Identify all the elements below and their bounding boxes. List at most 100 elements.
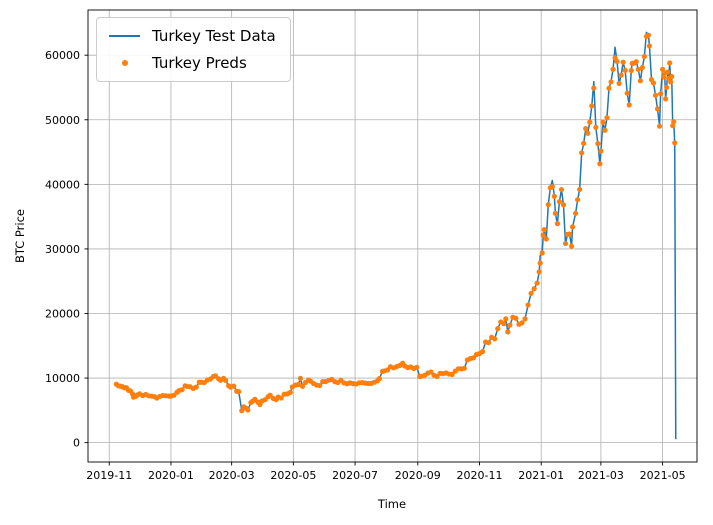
series-dot-pred (245, 407, 251, 413)
series-dot-pred (552, 210, 558, 216)
series-dot-pred (193, 384, 199, 390)
series-dot-pred (597, 161, 603, 167)
series-dot-pred (549, 184, 555, 190)
series-dot-pred (591, 85, 597, 91)
series-dot-pred (503, 316, 509, 322)
series-dot-pred (513, 315, 519, 321)
series-dot-pred (501, 321, 507, 327)
legend-label-preds: Turkey Preds (152, 54, 247, 72)
y-tick-label: 40000 (45, 178, 80, 191)
series-dot-pred (657, 91, 664, 97)
series-dot-pred (299, 383, 306, 389)
series-dot-pred (295, 381, 302, 388)
x-tick-label: 2020-11 (457, 469, 503, 482)
series-dot-pred (633, 59, 639, 65)
series-dot-pred (543, 236, 549, 242)
series-dot-pred (579, 150, 585, 156)
series-dot-pred (581, 140, 587, 146)
series-dot-pred (626, 102, 632, 108)
series-dot-pred (297, 375, 304, 381)
legend-item-test-data: Turkey Test Data (109, 27, 276, 45)
series-dot-pred (525, 302, 531, 308)
series-dot-pred (614, 58, 620, 65)
series-dot-pred (519, 320, 525, 326)
series-dot-pred (566, 231, 573, 237)
legend-item-preds: Turkey Preds (109, 54, 276, 72)
series-dot-pred (622, 67, 628, 73)
series-dot-pred (652, 92, 659, 98)
legend-label-test-data: Turkey Test Data (152, 27, 276, 45)
series-dot-pred (608, 79, 614, 85)
series-dot-pred (540, 232, 546, 238)
dot-swatch-icon (109, 60, 140, 66)
series-dot-pred (568, 243, 575, 249)
series-dot-pred (569, 224, 576, 230)
series-dot-pred (667, 60, 673, 66)
series-dot-pred (287, 389, 293, 395)
x-axis-label: Time (377, 497, 407, 511)
series-dot-pred (470, 355, 477, 361)
x-tick-label: 2020-07 (332, 469, 378, 482)
y-tick-label: 0 (73, 437, 80, 450)
x-tick-label: 2019-11 (86, 469, 132, 482)
series-dot-pred (414, 364, 420, 370)
series-dot-pred (558, 186, 565, 193)
series-dot-pred (637, 78, 643, 84)
series-dot-pred (663, 96, 669, 102)
series-dot-pred (528, 290, 534, 296)
y-tick-label: 20000 (45, 307, 80, 320)
x-tick-label: 2020-09 (395, 469, 441, 482)
series-dot-pred (602, 127, 608, 133)
series-dot-pred (654, 106, 661, 112)
y-tick-label: 60000 (45, 49, 80, 62)
series-dot-pred (595, 141, 601, 147)
series-dot-pred (545, 202, 551, 208)
series-dot-pred (670, 123, 676, 129)
x-tick-label: 2020-05 (270, 469, 316, 482)
series-dot-pred (600, 119, 606, 125)
series-dot-pred (593, 124, 599, 130)
series-dot-pred (575, 197, 581, 203)
series-dot-pred (179, 387, 185, 393)
series-dot-pred (587, 119, 593, 125)
series-dot-pred (492, 336, 498, 342)
series-dot-pred (449, 371, 455, 378)
series-dot-pred (616, 80, 622, 87)
series-dot-pred (645, 32, 652, 38)
series-dot-pred (606, 85, 612, 91)
series-dot-pred (598, 148, 604, 154)
series-dot-pred (672, 140, 678, 146)
series-dot-pred (562, 240, 569, 247)
series-dot-pred (577, 186, 583, 193)
series-dot-pred (317, 382, 323, 389)
x-tick-label: 2021-03 (578, 469, 624, 482)
y-tick-label: 30000 (45, 243, 80, 256)
series-dot-pred (573, 210, 579, 216)
series-dot-pred (583, 126, 589, 132)
series-dot-pred (585, 130, 591, 136)
series-dot-pred (628, 67, 634, 74)
series-dot-pred (534, 280, 540, 286)
series-dot-pred (539, 250, 545, 256)
series-dot-pred (495, 326, 501, 332)
series-dot-pred (635, 66, 641, 73)
series-dot-pred (665, 69, 671, 75)
legend: Turkey Test Data Turkey Preds (96, 17, 291, 82)
x-tick-label: 2021-05 (640, 469, 686, 482)
series-dot-pred (531, 286, 537, 292)
series-dot-pred (479, 349, 486, 355)
series-dot-pred (610, 66, 616, 72)
plot-border (87, 9, 698, 463)
series-dot-pred (522, 316, 528, 322)
series-dot-pred (376, 376, 382, 382)
series-dot-pred (505, 329, 511, 335)
series-dot-pred (589, 103, 595, 109)
series-dot-pred (668, 79, 674, 85)
series-dot-pred (669, 73, 675, 80)
series-dot-pred (537, 260, 543, 266)
series-dot-pred (560, 202, 567, 208)
series-dot-pred (554, 221, 561, 227)
series-dot-pred (620, 59, 626, 65)
